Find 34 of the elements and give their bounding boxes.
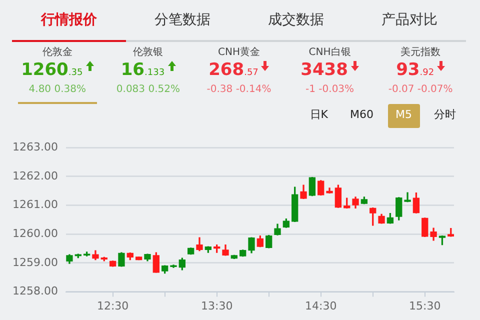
text: 4.80 0.38% [28, 83, 87, 96]
category-label: CNH白银 [308, 46, 352, 60]
text: -1 -0.03% [304, 83, 356, 96]
text: 日K [308, 107, 329, 123]
text: M60 [349, 107, 374, 123]
y-tick-label: 1261.00 [12, 198, 58, 212]
text: 分时 [433, 107, 457, 123]
x-tick-label: 14:30 [305, 299, 337, 312]
y-tick-label: 1259.00 [12, 256, 58, 269]
text: 16.133 [120, 60, 165, 80]
text: 3438 [300, 60, 348, 80]
text: -0.07 -0.07% [387, 83, 454, 96]
text: 0.083 0.52% [115, 83, 181, 96]
x-tick-label: 13:30 [200, 299, 233, 312]
text: 268.57 [208, 60, 258, 80]
category-label: CNH黄金 [217, 46, 261, 60]
text: 93.92 [396, 60, 434, 80]
text: 产品对比 [380, 11, 438, 30]
category-label: 美元指数 [400, 46, 442, 60]
y-tick-label: 1263.00 [12, 140, 58, 154]
candlestick [404, 192, 411, 202]
text: 分笔数据 [153, 11, 212, 30]
text: 1260.35 [21, 60, 83, 80]
category-label: 伦敦金 [41, 46, 74, 60]
text: 行情报价 [12, 0, 126, 42]
text: M5 [388, 104, 420, 128]
y-tick-label: 1262.00 [12, 169, 58, 182]
y-tick-label: 1260.00 [12, 226, 58, 240]
x-tick-label: 15:30 [409, 299, 441, 312]
category-label: 伦敦银 [132, 46, 164, 60]
x-tick-label: 12:30 [96, 299, 129, 312]
y-tick-label: 1258.00 [12, 284, 58, 298]
text: -0.38 -0.14% [206, 83, 272, 96]
text: 成交数据 [266, 11, 325, 30]
